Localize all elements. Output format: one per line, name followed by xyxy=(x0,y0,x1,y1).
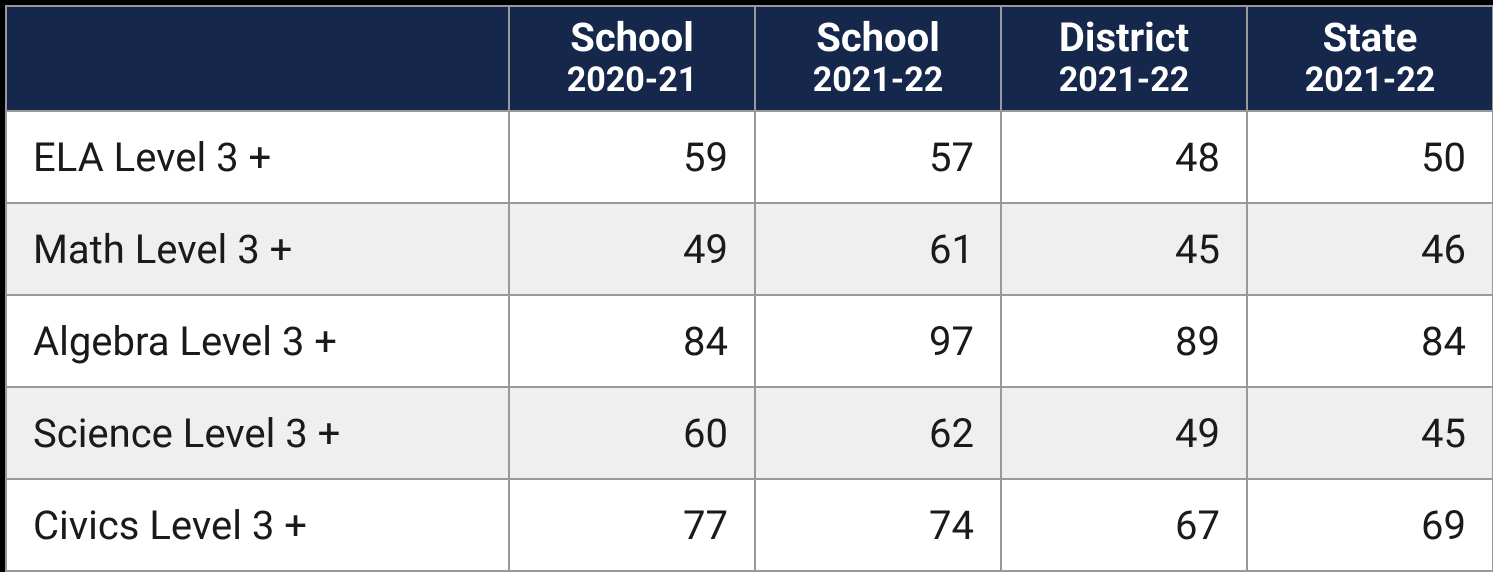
header-bottom: 2020-21 xyxy=(516,61,748,100)
cell-value: 69 xyxy=(1247,479,1493,571)
table-row: Science Level 3 + 60 62 49 45 xyxy=(6,387,1493,479)
header-row: School 2020-21 School 2021-22 District 2… xyxy=(6,6,1493,111)
header-top: School xyxy=(516,15,748,61)
table-row: ELA Level 3 + 59 57 48 50 xyxy=(6,111,1493,203)
cell-value: 84 xyxy=(1247,295,1493,387)
header-blank xyxy=(6,6,509,111)
cell-value: 50 xyxy=(1247,111,1493,203)
row-label: Science Level 3 + xyxy=(6,387,509,479)
cell-value: 62 xyxy=(755,387,1001,479)
table-frame: School 2020-21 School 2021-22 District 2… xyxy=(0,0,1493,561)
cell-value: 97 xyxy=(755,295,1001,387)
row-label: Math Level 3 + xyxy=(6,203,509,295)
cell-value: 61 xyxy=(755,203,1001,295)
cell-value: 48 xyxy=(1001,111,1247,203)
cell-value: 49 xyxy=(1001,387,1247,479)
header-state-2021-22: State 2021-22 xyxy=(1247,6,1493,111)
table-row: Algebra Level 3 + 84 97 89 84 xyxy=(6,295,1493,387)
scores-table: School 2020-21 School 2021-22 District 2… xyxy=(5,5,1493,572)
cell-value: 57 xyxy=(755,111,1001,203)
header-school-2021-22: School 2021-22 xyxy=(755,6,1001,111)
table-row: Math Level 3 + 49 61 45 46 xyxy=(6,203,1493,295)
cell-value: 59 xyxy=(509,111,755,203)
cell-value: 89 xyxy=(1001,295,1247,387)
cell-value: 49 xyxy=(509,203,755,295)
cell-value: 45 xyxy=(1247,387,1493,479)
cell-value: 67 xyxy=(1001,479,1247,571)
cell-value: 60 xyxy=(509,387,755,479)
row-label: ELA Level 3 + xyxy=(6,111,509,203)
header-bottom: 2021-22 xyxy=(1254,61,1486,100)
table-row: Civics Level 3 + 77 74 67 69 xyxy=(6,479,1493,571)
header-top: District xyxy=(1008,15,1240,61)
header-top: State xyxy=(1254,15,1486,61)
header-school-2020-21: School 2020-21 xyxy=(509,6,755,111)
header-top: School xyxy=(762,15,994,61)
header-bottom: 2021-22 xyxy=(762,61,994,100)
cell-value: 74 xyxy=(755,479,1001,571)
cell-value: 45 xyxy=(1001,203,1247,295)
row-label: Civics Level 3 + xyxy=(6,479,509,571)
cell-value: 77 xyxy=(509,479,755,571)
cell-value: 84 xyxy=(509,295,755,387)
header-bottom: 2021-22 xyxy=(1008,61,1240,100)
header-district-2021-22: District 2021-22 xyxy=(1001,6,1247,111)
row-label: Algebra Level 3 + xyxy=(6,295,509,387)
cell-value: 46 xyxy=(1247,203,1493,295)
